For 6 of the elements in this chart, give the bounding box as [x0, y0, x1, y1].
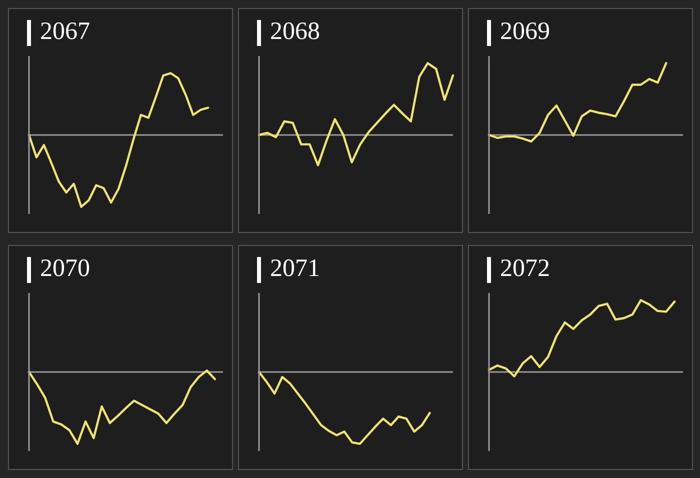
chart-title: 2068	[270, 17, 320, 47]
chart-title: 2072	[500, 254, 550, 284]
chart-title: 2070	[40, 254, 90, 284]
chart-title: 2071	[270, 254, 320, 284]
chart-title: 2069	[500, 17, 550, 47]
chart-title: 2067	[40, 17, 90, 47]
